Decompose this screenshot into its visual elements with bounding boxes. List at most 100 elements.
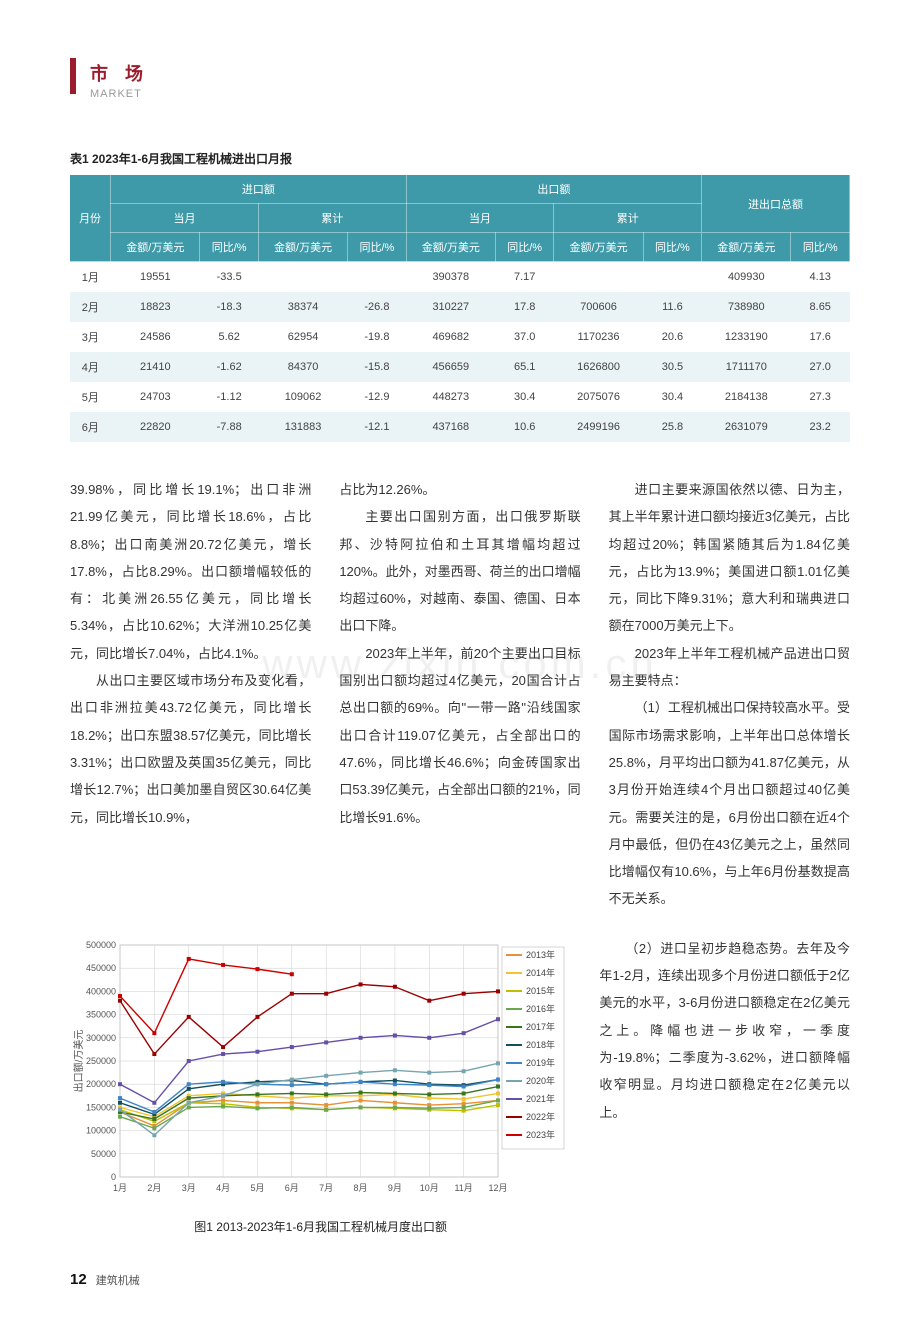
th-export: 出口额 xyxy=(406,175,702,204)
section-title-zh: 市 场 xyxy=(90,60,850,86)
table-cell: 109062 xyxy=(258,382,347,412)
svg-text:1月: 1月 xyxy=(113,1183,127,1193)
svg-text:250000: 250000 xyxy=(86,1056,116,1066)
table-cell: 469682 xyxy=(406,322,495,352)
svg-text:12月: 12月 xyxy=(488,1183,507,1193)
publication-name: 建筑机械 xyxy=(96,1275,140,1287)
table-cell: 7.17 xyxy=(495,262,553,293)
th-leaf: 金额/万美元 xyxy=(111,233,200,262)
svg-text:300000: 300000 xyxy=(86,1033,116,1043)
svg-text:200000: 200000 xyxy=(86,1079,116,1089)
th-leaf: 同比/% xyxy=(791,233,850,262)
svg-text:150000: 150000 xyxy=(86,1102,116,1112)
table-cell: 6月 xyxy=(70,412,111,442)
table-row: 3月245865.6262954-19.846968237.0117023620… xyxy=(70,322,850,352)
table-cell: 27.3 xyxy=(791,382,850,412)
table-cell: 2631079 xyxy=(702,412,791,442)
th-leaf: 同比/% xyxy=(643,233,701,262)
col-2: 占比为12.26%。 主要出口国别方面，出口俄罗斯联邦、沙特阿拉伯和土耳其增幅均… xyxy=(339,476,580,913)
svg-text:2023年: 2023年 xyxy=(526,1129,555,1140)
chart-figure: 0500001000001500002000002500003000003500… xyxy=(70,935,571,1235)
table-cell: 738980 xyxy=(702,292,791,322)
table-cell: 448273 xyxy=(406,382,495,412)
table-cell: 23.2 xyxy=(791,412,850,442)
page-root: 市 场 MARKET www.zixin.com.cn 表1 2023年1-6月… xyxy=(0,0,920,1328)
col-1: 39.98%，同比增长19.1%；出口非洲21.99亿美元，同比增长18.6%，… xyxy=(70,476,311,913)
table-cell: 22820 xyxy=(111,412,200,442)
th-leaf: 同比/% xyxy=(200,233,258,262)
body-columns: 39.98%，同比增长19.1%；出口非洲21.99亿美元，同比增长18.6%，… xyxy=(70,476,850,913)
table-cell: 2184138 xyxy=(702,382,791,412)
table-cell: 4.13 xyxy=(791,262,850,293)
page-footer: 12 建筑机械 xyxy=(70,1271,850,1288)
table-cell: -12.9 xyxy=(348,382,406,412)
svg-text:2013年: 2013年 xyxy=(526,949,555,960)
svg-text:500000: 500000 xyxy=(86,940,116,950)
table-cell: 30.4 xyxy=(495,382,553,412)
svg-text:450000: 450000 xyxy=(86,963,116,973)
th-leaf: 同比/% xyxy=(348,233,406,262)
table-row: 6月22820-7.88131883-12.143716810.62499196… xyxy=(70,412,850,442)
table-row: 1月19551-33.53903787.174099304.13 xyxy=(70,262,850,293)
svg-text:6月: 6月 xyxy=(285,1183,299,1193)
table-cell: -33.5 xyxy=(200,262,258,293)
table-cell: 27.0 xyxy=(791,352,850,382)
table-cell: 1626800 xyxy=(554,352,643,382)
table-cell: 3月 xyxy=(70,322,111,352)
svg-text:2018年: 2018年 xyxy=(526,1039,555,1050)
table-cell: 17.6 xyxy=(791,322,850,352)
col-3b: （2）进口呈初步趋稳态势。去年及今年1-2月，连续出现多个月份进口额低于2亿美元… xyxy=(599,935,850,1235)
svg-text:10月: 10月 xyxy=(420,1183,439,1193)
table-cell: 37.0 xyxy=(495,322,553,352)
svg-text:4月: 4月 xyxy=(216,1183,230,1193)
svg-text:50000: 50000 xyxy=(91,1149,116,1159)
accent-bar xyxy=(70,58,76,94)
th-import: 进口额 xyxy=(111,175,407,204)
table-cell: 24586 xyxy=(111,322,200,352)
table-cell: 390378 xyxy=(406,262,495,293)
th-leaf: 金额/万美元 xyxy=(406,233,495,262)
table-cell: 19551 xyxy=(111,262,200,293)
page-number: 12 xyxy=(70,1271,87,1288)
table-cell xyxy=(348,262,406,293)
table-cell: 17.8 xyxy=(495,292,553,322)
table-cell: 18823 xyxy=(111,292,200,322)
table-cell: 11.6 xyxy=(643,292,701,322)
table-cell: 10.6 xyxy=(495,412,553,442)
table-cell: 700606 xyxy=(554,292,643,322)
svg-text:400000: 400000 xyxy=(86,986,116,996)
th-leaf: 金额/万美元 xyxy=(554,233,643,262)
table-cell xyxy=(554,262,643,293)
table-cell: -26.8 xyxy=(348,292,406,322)
svg-text:7月: 7月 xyxy=(319,1183,333,1193)
table-cell: 24703 xyxy=(111,382,200,412)
th-total: 进出口总额 xyxy=(702,175,850,233)
table-cell: 1233190 xyxy=(702,322,791,352)
svg-text:0: 0 xyxy=(111,1172,116,1182)
table-cell: 2499196 xyxy=(554,412,643,442)
table-cell: 30.4 xyxy=(643,382,701,412)
table-title: 表1 2023年1-6月我国工程机械进出口月报 xyxy=(70,150,850,167)
table-cell: 21410 xyxy=(111,352,200,382)
svg-text:8月: 8月 xyxy=(354,1183,368,1193)
table-cell: 1170236 xyxy=(554,322,643,352)
table-cell: -1.62 xyxy=(200,352,258,382)
svg-text:350000: 350000 xyxy=(86,1009,116,1019)
para: 进口主要来源国依然以德、日为主，其上半年累计进口额均接近3亿美元，占比均超过20… xyxy=(609,476,850,640)
svg-text:2月: 2月 xyxy=(147,1183,161,1193)
para: 2023年上半年工程机械产品进出口贸易主要特点： xyxy=(609,640,850,695)
table-cell: 30.5 xyxy=(643,352,701,382)
svg-text:2016年: 2016年 xyxy=(526,1003,555,1014)
svg-text:出口额/万美元: 出口额/万美元 xyxy=(72,1029,85,1092)
svg-text:5月: 5月 xyxy=(250,1183,264,1193)
section-header: 市 场 MARKET xyxy=(90,60,850,100)
table-cell: 25.8 xyxy=(643,412,701,442)
table-row: 2月18823-18.338374-26.831022717.870060611… xyxy=(70,292,850,322)
th-exp-cum: 累计 xyxy=(554,204,702,233)
svg-text:2021年: 2021年 xyxy=(526,1093,555,1104)
svg-text:2017年: 2017年 xyxy=(526,1021,555,1032)
table-cell xyxy=(643,262,701,293)
th-imp-cum: 累计 xyxy=(258,204,406,233)
table-cell: 131883 xyxy=(258,412,347,442)
table-cell: 5月 xyxy=(70,382,111,412)
